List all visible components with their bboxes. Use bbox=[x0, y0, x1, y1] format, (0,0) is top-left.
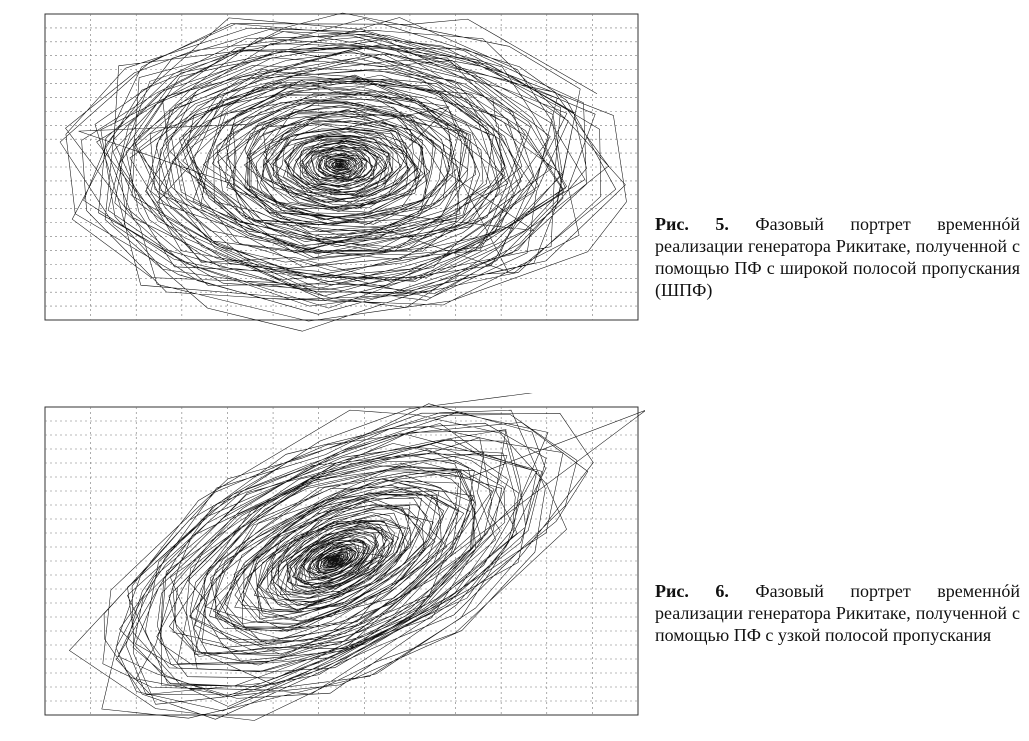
phase-portrait bbox=[44, 393, 645, 721]
caption-text: Фазовый портрет временнóй реализации ген… bbox=[655, 214, 1021, 300]
figure-caption: Рис. 5. Фазовый портрет временнóй реализ… bbox=[655, 213, 1020, 301]
figure-caption: Рис. 6. Фазовый портрет временнóй реализ… bbox=[655, 580, 1020, 646]
figure-label: Рис. 5. bbox=[655, 214, 729, 234]
trajectory bbox=[59, 12, 627, 332]
caption-text: Фазовый портрет временнóй реализации ген… bbox=[655, 581, 1021, 645]
trajectory bbox=[68, 393, 645, 721]
figure-label: Рис. 6. bbox=[655, 581, 729, 601]
phase-portrait bbox=[44, 12, 639, 332]
